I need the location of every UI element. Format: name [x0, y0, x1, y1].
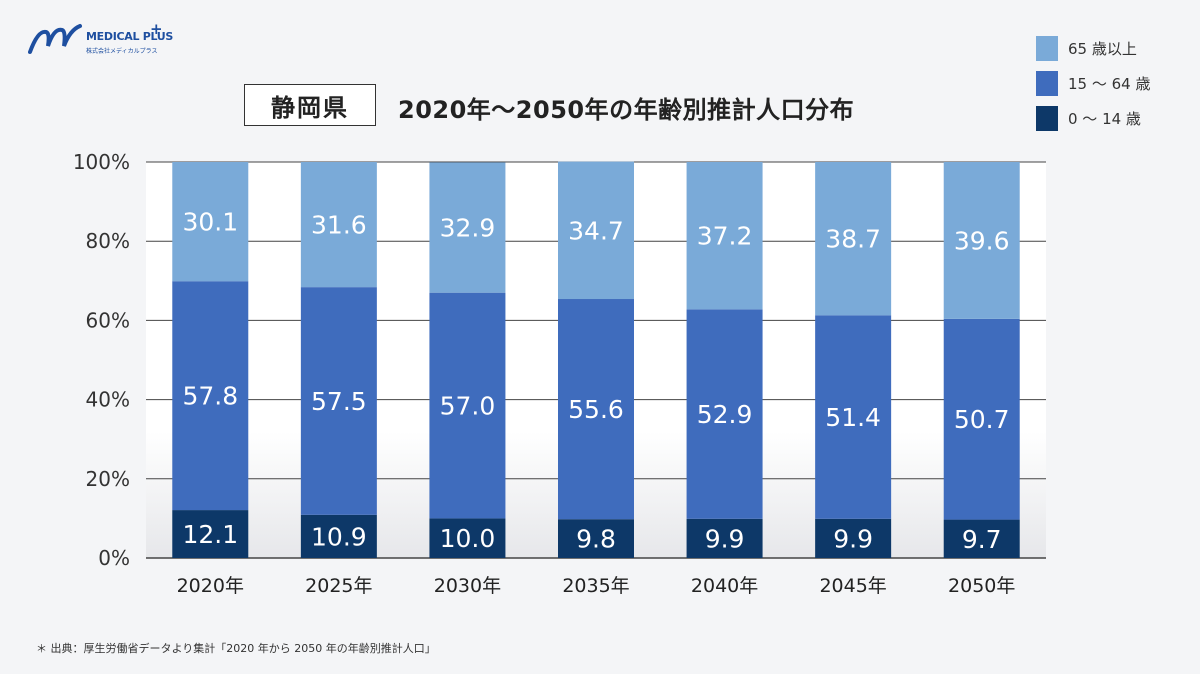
data-label: 57.8: [182, 382, 238, 411]
chart-legend: 65 歳以上 15 ～ 64 歳 0 ～ 14 歳: [1036, 36, 1150, 141]
data-label: 57.5: [311, 387, 367, 416]
bar-segment: [300, 162, 377, 288]
bar-segment: [300, 514, 377, 558]
data-label: 57.0: [440, 392, 496, 421]
data-label: 37.2: [697, 222, 753, 251]
data-label: 51.4: [825, 403, 881, 432]
bar-segment: [429, 518, 506, 558]
bar-segment: [686, 309, 763, 519]
legend-label: 0 ～ 14 歳: [1068, 110, 1141, 128]
data-label: 9.9: [705, 524, 745, 553]
data-label: 32.9: [440, 214, 496, 243]
prefecture-title: 静岡県: [244, 84, 376, 126]
bar-segment: [815, 518, 892, 558]
medical-plus-logo: MEDICAL PLUS + 株式会社メディカルプラス: [28, 20, 178, 62]
data-label: 9.7: [962, 525, 1002, 554]
legend-label: 15 ～ 64 歳: [1068, 75, 1151, 93]
legend-swatch: [1036, 106, 1058, 131]
chart-title: 2020年～2050年の年齢別推計人口分布: [398, 96, 855, 124]
bar-segment: [943, 162, 1020, 319]
data-label: 10.9: [311, 522, 367, 551]
y-tick-label: 0%: [98, 546, 130, 570]
data-label: 31.6: [311, 211, 367, 240]
bar-segment: [815, 315, 892, 519]
data-label: 9.8: [576, 525, 616, 554]
legend-swatch: [1036, 71, 1058, 96]
data-label: 50.7: [954, 405, 1010, 434]
logo-name: MEDICAL PLUS: [86, 30, 174, 43]
bar-segment: [172, 281, 249, 511]
x-tick-label: 2040年: [691, 575, 758, 597]
x-tick-label: 2050年: [948, 575, 1015, 597]
bar-segment: [943, 318, 1020, 520]
bar-segment: [300, 287, 377, 515]
logo-mark-icon: [28, 24, 82, 54]
bar-segment: [558, 161, 634, 300]
bar-segment: [172, 510, 249, 558]
legend-item-65-plus: 65 歳以上: [1036, 36, 1150, 61]
data-label: 52.9: [697, 400, 753, 429]
bar-segment: [686, 162, 763, 310]
data-label: 30.1: [182, 208, 238, 237]
bar-segment: [686, 518, 763, 558]
x-tick-label: 2030年: [434, 575, 501, 597]
y-tick-label: 80%: [86, 229, 130, 253]
bar-segment: [429, 162, 506, 293]
x-tick-label: 2045年: [819, 575, 886, 597]
legend-swatch: [1036, 36, 1058, 61]
legend-item-15-64: 15 ～ 64 歳: [1036, 71, 1150, 96]
data-label: 34.7: [568, 216, 624, 245]
y-tick-label: 60%: [86, 308, 130, 332]
y-tick-label: 40%: [86, 388, 130, 412]
bar-segment: [558, 299, 634, 520]
data-label: 55.6: [568, 395, 624, 424]
data-label: 12.1: [182, 520, 238, 549]
x-tick-label: 2020年: [177, 575, 244, 597]
y-tick-label: 20%: [86, 467, 130, 491]
x-tick-label: 2025年: [305, 575, 372, 597]
x-tick-label: 2035年: [562, 575, 629, 597]
logo-subtitle: 株式会社メディカルプラス: [86, 48, 158, 55]
source-note: ＊ 出典：厚生労働省データより集計「2020 年から 2050 年の年齢別推計人…: [36, 642, 436, 655]
logo-plus: +: [150, 20, 163, 38]
data-label: 9.9: [833, 524, 873, 553]
legend-label: 65 歳以上: [1068, 40, 1137, 58]
legend-item-0-14: 0 ～ 14 歳: [1036, 106, 1150, 131]
data-label: 39.6: [954, 226, 1010, 255]
data-label: 10.0: [440, 524, 496, 553]
bar-segment: [815, 162, 892, 316]
data-label: 38.7: [825, 225, 881, 254]
bar-segment: [429, 292, 506, 519]
bar-segment: [943, 519, 1020, 558]
bar-segment: [558, 519, 634, 558]
y-tick-label: 100%: [73, 150, 130, 174]
bar-segment: [172, 162, 249, 282]
